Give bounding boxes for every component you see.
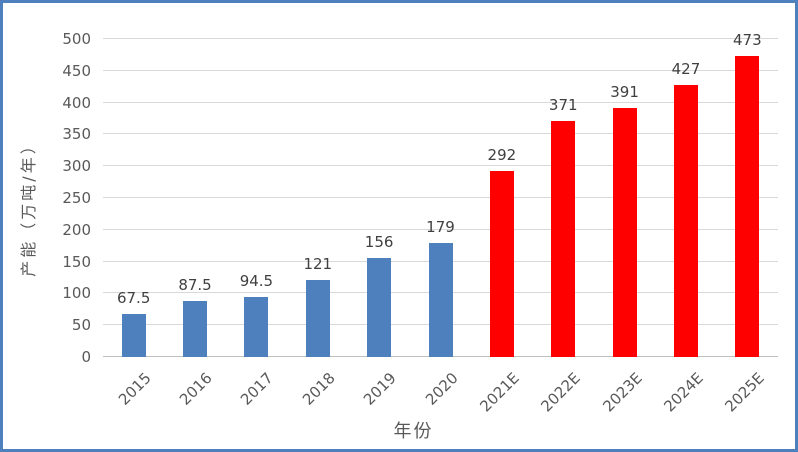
y-tick-label: 250 bbox=[62, 189, 91, 207]
gridline bbox=[103, 165, 778, 167]
bar-value-label: 121 bbox=[303, 255, 333, 274]
gridline bbox=[103, 228, 778, 230]
bar-2022E bbox=[551, 121, 576, 357]
y-tick-label: 300 bbox=[62, 157, 91, 176]
bar-2023E bbox=[612, 108, 637, 357]
bar-value-label: 427 bbox=[671, 60, 701, 79]
y-tick-label: 500 bbox=[62, 30, 91, 48]
bar-value-label: 473 bbox=[732, 31, 762, 50]
bar-2017 bbox=[244, 296, 269, 357]
gridline bbox=[103, 69, 778, 71]
bar-value-label: 391 bbox=[610, 83, 639, 102]
gridline bbox=[103, 133, 778, 135]
y-tick-label: 100 bbox=[62, 284, 91, 303]
y-tick-label: 450 bbox=[62, 61, 91, 80]
bar-value-label: 87.5 bbox=[178, 276, 212, 295]
y-axis-title: 产能（万吨/年） bbox=[19, 135, 38, 277]
y-tick-label: 0 bbox=[81, 348, 91, 366]
bar-2025E bbox=[735, 56, 760, 357]
y-tick-label: 400 bbox=[62, 93, 91, 112]
bar-2015 bbox=[121, 314, 146, 357]
gridline bbox=[103, 101, 778, 103]
gridline bbox=[103, 197, 778, 198]
gridline bbox=[103, 38, 778, 39]
bar-2024E bbox=[673, 85, 698, 357]
bar-value-label: 67.5 bbox=[116, 289, 151, 308]
y-tick-label: 350 bbox=[62, 125, 91, 144]
bar-value-label: 179 bbox=[426, 218, 455, 237]
y-tick-label: 150 bbox=[62, 252, 91, 271]
bar-2020 bbox=[428, 243, 453, 357]
bar-2018 bbox=[305, 280, 330, 357]
bar-2016 bbox=[183, 301, 208, 357]
y-tick-label: 200 bbox=[62, 220, 91, 239]
x-axis-title: 年份 bbox=[393, 421, 434, 442]
y-tick-label: 50 bbox=[71, 316, 91, 335]
bar-value-label: 94.5 bbox=[239, 271, 274, 290]
bar-2019 bbox=[367, 257, 392, 357]
bar-value-label: 371 bbox=[548, 96, 578, 115]
bar-value-label: 292 bbox=[487, 146, 517, 165]
bar-2021E bbox=[489, 171, 514, 357]
bar-value-label: 156 bbox=[364, 232, 394, 251]
plot-area: 产能（万吨/年） 年份 0 50 100 150 200 250 300 350 400 450 5… bbox=[19, 30, 778, 442]
